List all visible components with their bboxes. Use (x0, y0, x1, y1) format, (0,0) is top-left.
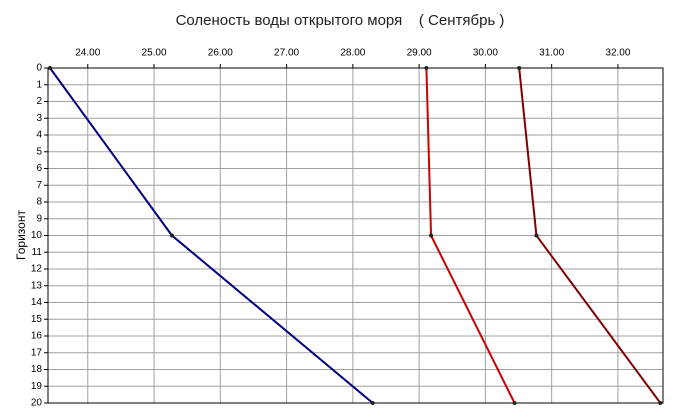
y-tick-label: 12 (31, 264, 43, 275)
point (534, 233, 539, 238)
x-tick-label: 29.00 (407, 48, 432, 59)
point (424, 66, 429, 70)
y-tick-label: 3 (36, 113, 42, 124)
y-tick-label: 18 (31, 364, 43, 375)
y-tick-label: 6 (36, 163, 42, 174)
y-tick-label: 8 (36, 197, 42, 208)
point (429, 233, 434, 238)
x-tick-label: 30.00 (473, 48, 498, 59)
point (658, 401, 663, 405)
x-tick-label: 28.00 (340, 48, 365, 59)
point (512, 401, 517, 405)
point (169, 233, 174, 238)
point (517, 66, 522, 70)
y-tick-label: 2 (36, 96, 42, 107)
y-tick-label: 1 (36, 79, 42, 90)
chart-title: Соленость воды открытого моря ( Сентябрь… (176, 12, 505, 29)
y-tick-label: 17 (31, 347, 43, 358)
y-tick-label: 0 (36, 63, 42, 74)
y-tick-label: 14 (31, 297, 43, 308)
x-tick-label: 24.00 (75, 48, 100, 59)
y-tick-label: 5 (36, 146, 42, 157)
y-tick-label: 19 (31, 381, 43, 392)
y-axis-label: Горизонт (14, 210, 28, 260)
y-tick-label: 10 (31, 230, 43, 241)
y-tick-label: 20 (31, 398, 43, 409)
y-tick-label: 7 (36, 180, 42, 191)
y-tick-label: 4 (36, 130, 42, 141)
y-tick-label: 13 (31, 280, 43, 291)
y-tick-label: 16 (31, 331, 43, 342)
plot-frame (47, 67, 664, 404)
x-tick-label: 32.00 (605, 48, 630, 59)
y-tick-label: 11 (32, 247, 43, 258)
point (370, 401, 375, 405)
y-tick-label: 15 (31, 314, 43, 325)
point (47, 66, 52, 70)
x-tick-label: 31.00 (539, 48, 564, 59)
y-tick-label: 9 (36, 213, 42, 224)
x-tick-label: 26.00 (208, 48, 233, 59)
x-tick-label: 27.00 (274, 48, 299, 59)
x-tick-label: 25.00 (142, 48, 167, 59)
